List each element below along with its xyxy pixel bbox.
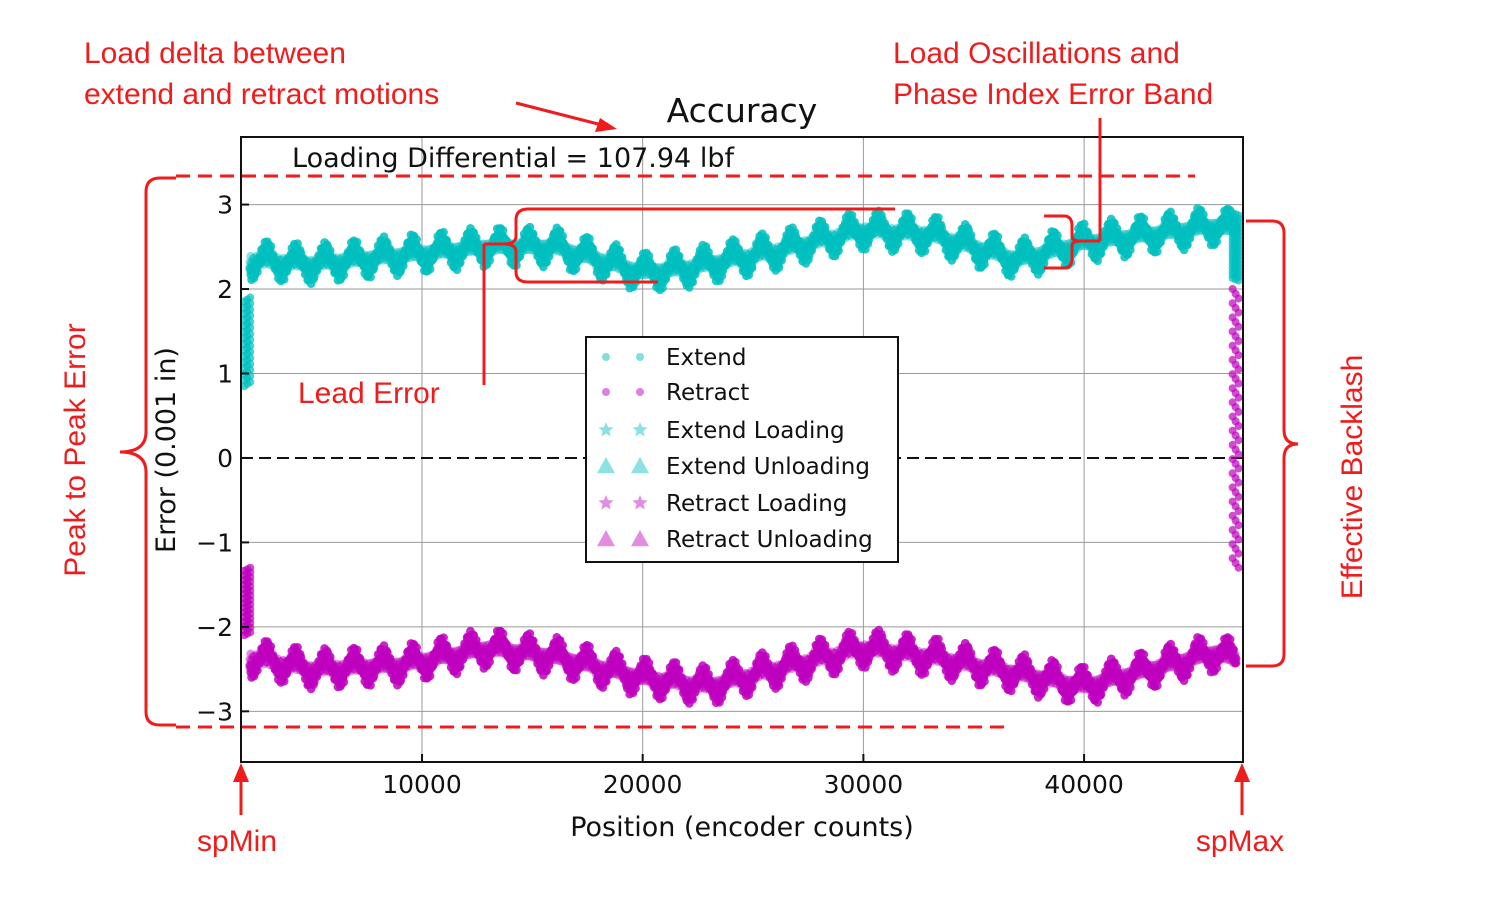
extend-point bbox=[272, 260, 282, 269]
extend-point bbox=[274, 259, 283, 269]
extend-point bbox=[369, 263, 379, 272]
extend-point bbox=[342, 259, 352, 268]
extend-point bbox=[319, 261, 328, 271]
extend-point bbox=[375, 254, 385, 264]
extend-point bbox=[272, 258, 282, 268]
extend-point bbox=[373, 253, 383, 263]
extend-point bbox=[257, 258, 266, 267]
extend-point bbox=[360, 255, 370, 265]
extend-point bbox=[289, 260, 298, 269]
extend-point bbox=[348, 256, 358, 266]
extend-point bbox=[293, 239, 302, 248]
extend-point bbox=[386, 246, 396, 256]
extend-point bbox=[326, 246, 335, 255]
extend-point bbox=[329, 254, 339, 263]
extend-point bbox=[439, 227, 448, 237]
extend-start-point bbox=[246, 293, 255, 302]
extend-point bbox=[331, 259, 341, 269]
extend-point bbox=[345, 252, 354, 261]
retract-point bbox=[498, 629, 508, 638]
extend-point bbox=[275, 255, 285, 265]
extend-point bbox=[346, 259, 355, 269]
extend-point bbox=[305, 255, 315, 265]
extend-point bbox=[276, 255, 286, 265]
extend-point bbox=[993, 232, 1003, 242]
extend-point bbox=[290, 260, 299, 269]
extend-point bbox=[1126, 245, 1135, 255]
extend-point bbox=[376, 255, 386, 264]
extend-point bbox=[287, 255, 297, 265]
extend-point bbox=[907, 214, 916, 223]
extend-point bbox=[285, 256, 295, 266]
extend-point bbox=[245, 257, 255, 267]
extend-point bbox=[358, 254, 368, 264]
extend-point bbox=[279, 275, 289, 284]
extend-point bbox=[372, 256, 381, 266]
extend-point bbox=[359, 250, 369, 259]
extend-point bbox=[366, 272, 375, 282]
extend-point bbox=[285, 258, 295, 268]
extend-point bbox=[349, 257, 359, 267]
extend-point bbox=[347, 253, 356, 263]
extend-point bbox=[378, 255, 388, 265]
extend-point bbox=[312, 266, 322, 276]
extend-point bbox=[313, 263, 323, 273]
retract-point bbox=[425, 671, 435, 681]
retract-point bbox=[352, 645, 362, 655]
extend-point bbox=[303, 257, 313, 266]
extend-point bbox=[345, 253, 354, 263]
extend-point bbox=[269, 253, 279, 262]
extend-point bbox=[412, 235, 422, 244]
extend-point bbox=[920, 246, 930, 256]
extend-point bbox=[485, 256, 495, 265]
extend-point bbox=[246, 251, 255, 261]
extend-point bbox=[299, 254, 308, 264]
extend-point bbox=[316, 260, 326, 270]
extend-point bbox=[360, 256, 370, 265]
extend-point bbox=[834, 246, 843, 256]
retract-point bbox=[485, 657, 495, 667]
extend-point bbox=[330, 254, 339, 264]
extend-point bbox=[352, 237, 362, 247]
extend-point bbox=[317, 256, 327, 266]
extend-point bbox=[362, 252, 371, 262]
extend-point bbox=[425, 264, 435, 274]
extend-point bbox=[258, 254, 268, 263]
retract-point bbox=[266, 642, 276, 651]
extend-point bbox=[304, 262, 313, 271]
retract-point bbox=[339, 677, 349, 687]
extend-point bbox=[373, 257, 382, 267]
extend-point bbox=[266, 241, 276, 251]
data-points bbox=[240, 204, 1243, 708]
extend-point bbox=[273, 253, 282, 262]
extend-point bbox=[339, 270, 349, 280]
extend-point bbox=[688, 277, 697, 287]
extend-point bbox=[256, 259, 266, 269]
retract-point bbox=[279, 676, 289, 686]
extend-point bbox=[316, 261, 325, 270]
extend-point bbox=[332, 253, 342, 262]
extend-point bbox=[302, 257, 312, 266]
extend-point bbox=[274, 259, 283, 269]
extend-point bbox=[259, 260, 269, 269]
extend-end-point bbox=[1228, 209, 1237, 217]
extend-point bbox=[286, 262, 296, 272]
extend-point bbox=[774, 263, 784, 273]
extend-point bbox=[287, 257, 297, 267]
extend-point bbox=[300, 257, 310, 267]
extend-point bbox=[385, 244, 395, 254]
extend-point bbox=[377, 249, 386, 259]
extend-points bbox=[240, 204, 1243, 391]
extend-point bbox=[253, 267, 262, 277]
extend-point bbox=[347, 252, 356, 262]
extend-point bbox=[362, 251, 372, 261]
extend-point bbox=[300, 254, 309, 263]
